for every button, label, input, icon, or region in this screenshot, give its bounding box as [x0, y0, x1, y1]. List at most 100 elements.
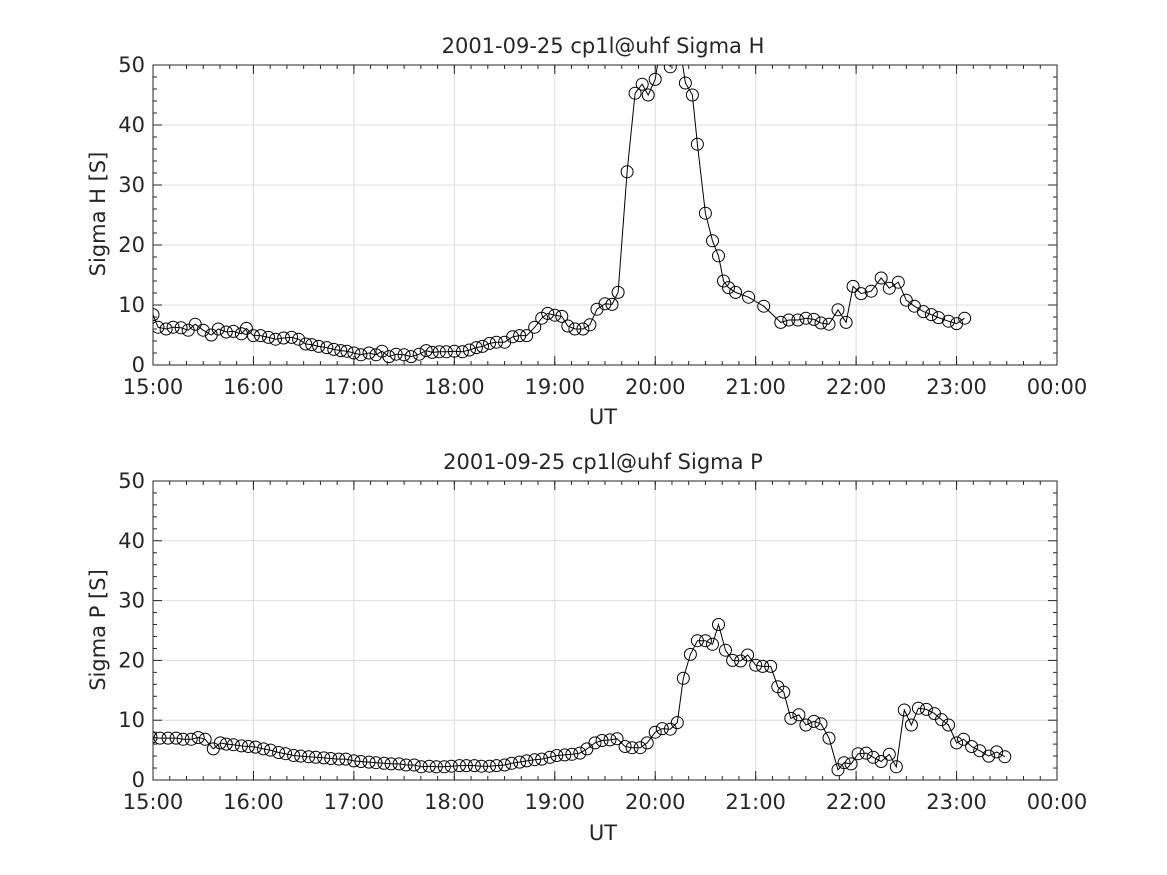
- x-tick-label: 19:00: [525, 790, 586, 814]
- data-point: [1008, 0, 1020, 6]
- data-point: [685, 88, 699, 102]
- data-point: [839, 315, 853, 329]
- data-point: [375, 344, 389, 358]
- data-point: [777, 685, 791, 699]
- data-point: [576, 322, 590, 336]
- data-point: [166, 320, 180, 334]
- data-point: [712, 618, 725, 631]
- data-point: [520, 754, 534, 768]
- data-point: [998, 750, 1012, 764]
- data-point: [161, 731, 175, 745]
- x-tick-label: 23:00: [926, 790, 987, 814]
- data-point: [807, 312, 821, 326]
- data-point: [425, 345, 439, 359]
- data-point: [340, 344, 354, 358]
- data-point: [891, 275, 905, 289]
- data-point: [791, 313, 805, 327]
- data-point: [285, 330, 299, 344]
- data-point: [1016, 0, 1028, 6]
- data-point: [469, 341, 483, 355]
- data-point: [965, 740, 979, 753]
- data-point: [490, 759, 503, 773]
- data-point: [1018, 0, 1030, 6]
- data-point: [984, 0, 996, 6]
- data-point: [339, 752, 353, 766]
- data-point: [670, 716, 684, 730]
- data-point: [444, 759, 458, 773]
- data-point: [565, 747, 579, 761]
- x-tick-label: 21:00: [725, 790, 786, 814]
- data-point: [764, 659, 778, 673]
- ticks: [152, 480, 1058, 781]
- data-point: [854, 287, 868, 301]
- data-point: [757, 299, 771, 313]
- ticks: [152, 64, 1058, 366]
- y-axis-label: Sigma H [S]: [86, 152, 110, 277]
- data-point: [729, 285, 743, 299]
- data-point: [598, 297, 612, 311]
- data-point: [774, 315, 788, 329]
- data-point: [889, 760, 903, 774]
- data-point: [935, 713, 948, 727]
- data-point: [277, 331, 291, 345]
- data-point: [982, 749, 996, 763]
- data-point: [483, 336, 496, 350]
- data-point: [324, 752, 338, 765]
- data-point: [490, 335, 503, 349]
- data-point: [219, 325, 233, 339]
- data-point: [690, 137, 704, 151]
- data-point: [506, 330, 520, 344]
- data-point: [916, 305, 930, 319]
- data-point: [822, 731, 836, 745]
- data-point: [782, 313, 796, 327]
- data-point: [698, 634, 712, 648]
- data-point: [957, 732, 971, 746]
- data-point: [377, 756, 391, 770]
- data-point: [844, 757, 858, 771]
- data-point: [990, 745, 1004, 759]
- data-point: [404, 350, 418, 364]
- data-point: [799, 718, 813, 732]
- data-point: [742, 290, 756, 304]
- data-point: [683, 647, 697, 661]
- data-point: [153, 731, 158, 744]
- data-point: [535, 752, 549, 766]
- data-point: [191, 731, 205, 744]
- x-tick-label: 20:00: [625, 375, 686, 399]
- y-tick-label: 30: [118, 173, 145, 197]
- data-point: [257, 742, 270, 756]
- x-tick-label: 20:00: [625, 790, 686, 814]
- data-point: [327, 342, 341, 356]
- data-point: [904, 718, 918, 732]
- data-point: [676, 671, 690, 685]
- data-point: [528, 753, 542, 767]
- data-point: [719, 643, 732, 657]
- data-point: [543, 750, 557, 764]
- data-point: [347, 754, 361, 768]
- data-point: [605, 297, 619, 311]
- data-point: [911, 701, 925, 715]
- data-point: [882, 281, 896, 295]
- data-point: [837, 756, 851, 770]
- data-point: [640, 736, 654, 750]
- data-point: [1041, 0, 1053, 6]
- data-point: [196, 323, 210, 337]
- data-point: [588, 736, 602, 750]
- data-point: [648, 725, 662, 739]
- data-point: [541, 306, 555, 320]
- data-point: [864, 284, 878, 298]
- data-point: [859, 746, 873, 760]
- data-point: [184, 732, 198, 746]
- data-point: [874, 755, 888, 768]
- data-point: [942, 314, 955, 328]
- data-point: [287, 749, 301, 762]
- data-point: [455, 345, 469, 359]
- chart-title: 2001-09-25 cp1l@uhf Sigma H: [442, 34, 765, 58]
- data-point: [264, 743, 277, 757]
- x-axis-label: UT: [589, 405, 617, 429]
- data-point: [950, 736, 964, 750]
- x-tick-label: 22:00: [826, 790, 887, 814]
- data-point: [407, 758, 421, 772]
- chart-sigma-p: 2001-09-25 cp1l@uhf Sigma P UT Sigma P […: [86, 0, 1087, 845]
